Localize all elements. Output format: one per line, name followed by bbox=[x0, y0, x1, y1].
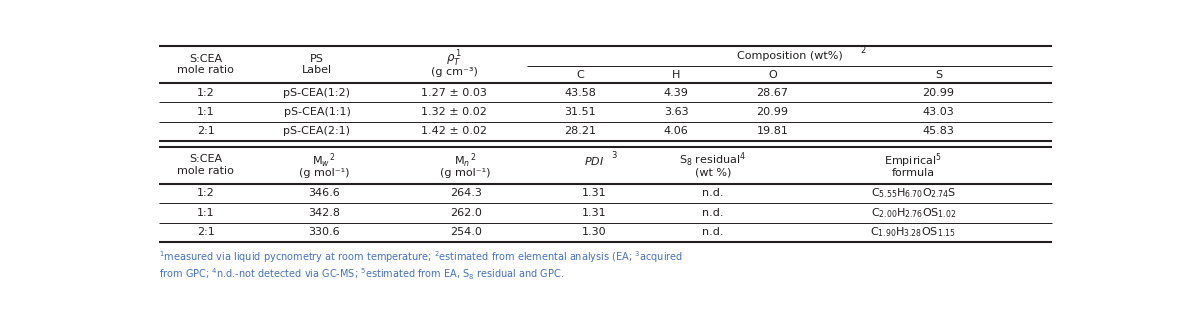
Text: C$_{1.90}$H$_{3.28}$OS$_{1.15}$: C$_{1.90}$H$_{3.28}$OS$_{1.15}$ bbox=[870, 225, 957, 239]
Text: 43.58: 43.58 bbox=[565, 88, 596, 98]
Text: 1:2: 1:2 bbox=[197, 189, 215, 198]
Text: 20.99: 20.99 bbox=[922, 88, 954, 98]
Text: S:CEA
mole ratio: S:CEA mole ratio bbox=[177, 155, 234, 176]
Text: Composition (wt%): Composition (wt%) bbox=[737, 51, 842, 61]
Text: (wt %): (wt %) bbox=[694, 168, 731, 178]
Text: 342.8: 342.8 bbox=[308, 208, 340, 218]
Text: 2: 2 bbox=[860, 46, 866, 56]
Text: M$_w$$^{\,2}$: M$_w$$^{\,2}$ bbox=[312, 152, 335, 170]
Text: C$_{5.55}$H$_{6.70}$O$_{2.74}$S: C$_{5.55}$H$_{6.70}$O$_{2.74}$S bbox=[870, 187, 955, 200]
Text: C: C bbox=[576, 69, 583, 80]
Text: 1:1: 1:1 bbox=[197, 107, 215, 117]
Text: $^{1}$measured via liquid pycnometry at room temperature; $^{2}$estimated from e: $^{1}$measured via liquid pycnometry at … bbox=[158, 249, 683, 265]
Text: 1.30: 1.30 bbox=[581, 227, 606, 237]
Text: 2:1: 2:1 bbox=[197, 227, 215, 237]
Text: pS-CEA(1:1): pS-CEA(1:1) bbox=[283, 107, 351, 117]
Text: 1.27 ± 0.03: 1.27 ± 0.03 bbox=[422, 88, 488, 98]
Text: 1:2: 1:2 bbox=[197, 88, 215, 98]
Text: 3.63: 3.63 bbox=[664, 107, 689, 117]
Text: Empirical$^5$: Empirical$^5$ bbox=[885, 151, 942, 169]
Text: 4.06: 4.06 bbox=[664, 126, 689, 136]
Text: n.d.: n.d. bbox=[702, 208, 724, 218]
Text: PS
Label: PS Label bbox=[302, 54, 332, 75]
Text: $\rho_{T}^{\,1}$: $\rho_{T}^{\,1}$ bbox=[446, 49, 462, 69]
Text: formula: formula bbox=[892, 168, 935, 178]
Text: 3: 3 bbox=[612, 151, 616, 160]
Text: 20.99: 20.99 bbox=[756, 107, 788, 117]
Text: (g mol⁻¹): (g mol⁻¹) bbox=[441, 168, 491, 178]
Text: 1:1: 1:1 bbox=[197, 208, 215, 218]
Text: O: O bbox=[768, 69, 777, 80]
Text: (g cm⁻³): (g cm⁻³) bbox=[431, 67, 477, 77]
Text: (g mol⁻¹): (g mol⁻¹) bbox=[299, 168, 350, 178]
Text: S: S bbox=[935, 69, 942, 80]
Text: 1.31: 1.31 bbox=[581, 208, 606, 218]
Text: 45.83: 45.83 bbox=[922, 126, 954, 136]
Text: 264.3: 264.3 bbox=[450, 189, 482, 198]
Text: 43.03: 43.03 bbox=[922, 107, 954, 117]
Text: n.d.: n.d. bbox=[702, 189, 724, 198]
Text: pS-CEA(2:1): pS-CEA(2:1) bbox=[283, 126, 351, 136]
Text: pS-CEA(1:2): pS-CEA(1:2) bbox=[283, 88, 351, 98]
Text: C$_{2.00}$H$_{2.76}$OS$_{1.02}$: C$_{2.00}$H$_{2.76}$OS$_{1.02}$ bbox=[870, 206, 955, 220]
Text: H: H bbox=[672, 69, 680, 80]
Text: 1.42 ± 0.02: 1.42 ± 0.02 bbox=[422, 126, 488, 136]
Text: 31.51: 31.51 bbox=[565, 107, 596, 117]
Text: 28.67: 28.67 bbox=[756, 88, 788, 98]
Text: $\it{PDI}$: $\it{PDI}$ bbox=[583, 155, 603, 167]
Text: 346.6: 346.6 bbox=[308, 189, 340, 198]
Text: 1.32 ± 0.02: 1.32 ± 0.02 bbox=[422, 107, 488, 117]
Text: 2:1: 2:1 bbox=[197, 126, 215, 136]
Text: M$_n$$^{\,2}$: M$_n$$^{\,2}$ bbox=[455, 152, 477, 170]
Text: 4.39: 4.39 bbox=[664, 88, 689, 98]
Text: 28.21: 28.21 bbox=[565, 126, 596, 136]
Text: n.d.: n.d. bbox=[702, 227, 724, 237]
Text: 19.81: 19.81 bbox=[756, 126, 788, 136]
Text: 254.0: 254.0 bbox=[450, 227, 482, 237]
Text: 330.6: 330.6 bbox=[308, 227, 340, 237]
Text: S$_8$ residual$^4$: S$_8$ residual$^4$ bbox=[679, 151, 746, 169]
Text: from GPC; $^{4}$n.d.-not detected via GC-MS; $^{5}$estimated from EA, S$_{8}$ re: from GPC; $^{4}$n.d.-not detected via GC… bbox=[158, 266, 563, 282]
Text: 262.0: 262.0 bbox=[450, 208, 482, 218]
Text: 1.31: 1.31 bbox=[581, 189, 606, 198]
Text: S:CEA
mole ratio: S:CEA mole ratio bbox=[177, 54, 234, 75]
